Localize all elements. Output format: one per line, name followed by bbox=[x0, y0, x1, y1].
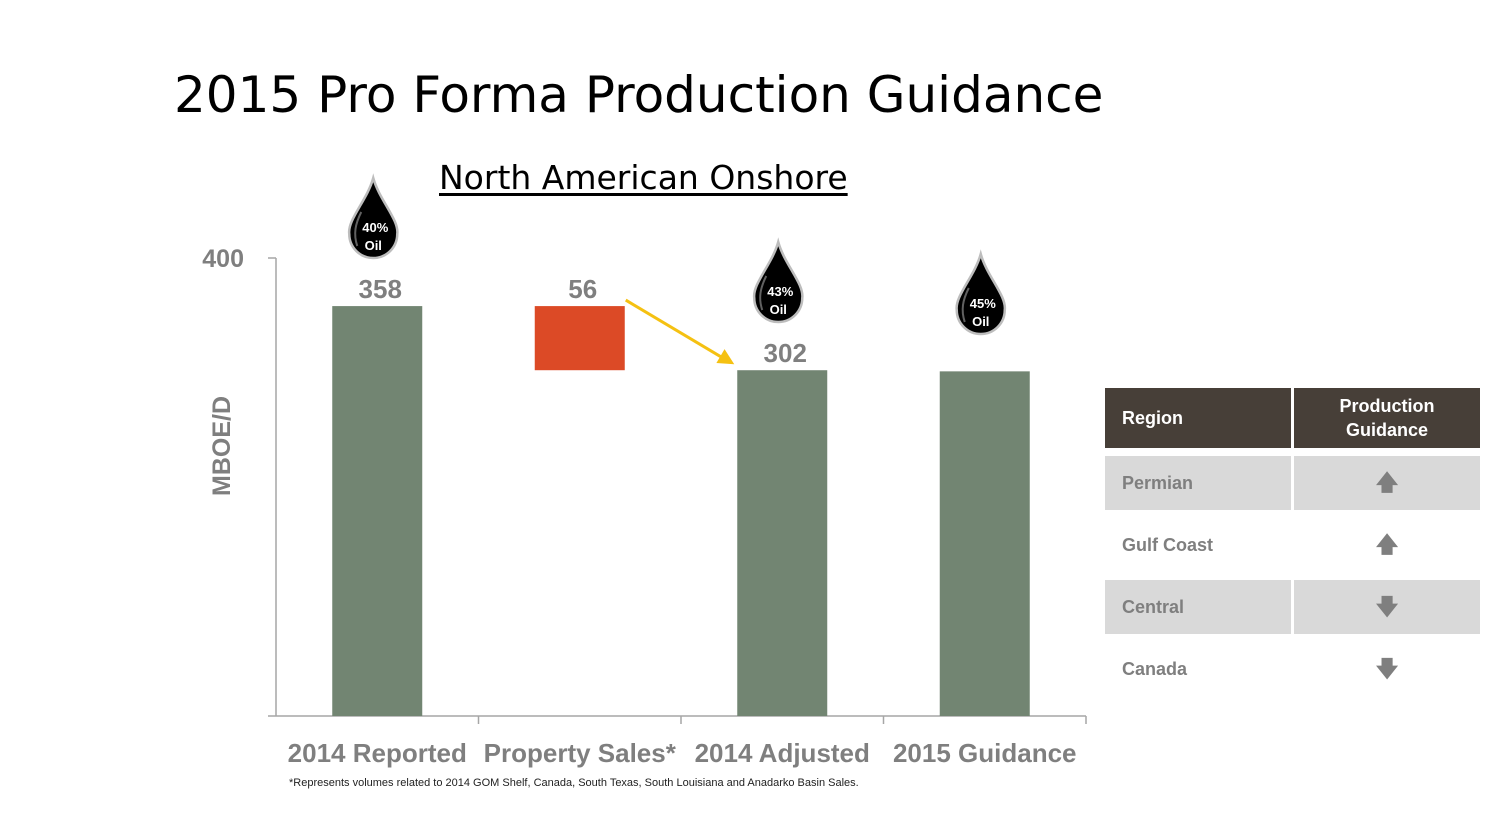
y-tick-label: 400 bbox=[202, 245, 244, 273]
table-header-row: Region Production Guidance bbox=[1105, 388, 1480, 448]
x-tick-label: 2014 Reported bbox=[288, 738, 467, 768]
production-guidance-table: Region Production Guidance Permian 🡅 Gul… bbox=[1105, 388, 1480, 704]
page-title: 2015 Pro Forma Production Guidance bbox=[174, 66, 1104, 124]
down-arrow-icon: 🡇 bbox=[1375, 656, 1399, 681]
oil-drop-icon bbox=[955, 249, 1007, 336]
table-row: Canada 🡇 bbox=[1105, 642, 1480, 696]
oil-word-label: Oil bbox=[972, 314, 989, 329]
down-arrow-icon: 🡇 bbox=[1375, 594, 1399, 619]
connector-arrow-head bbox=[716, 349, 735, 365]
region-cell: Gulf Coast bbox=[1122, 534, 1214, 555]
guidance-column-header: Production Guidance bbox=[1294, 388, 1480, 448]
x-tick-label: Property Sales* bbox=[484, 738, 677, 768]
connector-arrow-line bbox=[624, 298, 730, 363]
oil-percent-label: 45% bbox=[970, 296, 996, 311]
region-cell: Central bbox=[1105, 580, 1291, 634]
bar bbox=[534, 306, 625, 371]
footnote: *Represents volumes related to 2014 GOM … bbox=[289, 777, 859, 789]
up-arrow-icon: 🡅 bbox=[1375, 532, 1399, 557]
oil-drop-highlight bbox=[354, 211, 363, 247]
data-label: 56 bbox=[568, 274, 597, 304]
oil-word-label: Oil bbox=[365, 238, 382, 253]
y-axis-label: MBOE/D bbox=[208, 396, 236, 496]
region-column-header: Region bbox=[1105, 388, 1291, 448]
chart-subtitle: North American Onshore bbox=[439, 158, 848, 197]
data-label: 358 bbox=[359, 274, 402, 304]
oil-drop-highlight bbox=[759, 275, 768, 311]
oil-percent-label: 43% bbox=[767, 284, 793, 299]
oil-percent-label: 40% bbox=[362, 220, 388, 235]
guidance-cell: 🡇 bbox=[1294, 580, 1480, 634]
oil-drop-icon bbox=[347, 173, 399, 260]
oil-drop-icon bbox=[752, 237, 804, 324]
data-label: 302 bbox=[764, 338, 807, 368]
bar bbox=[939, 371, 1030, 716]
guidance-cell: 🡅 bbox=[1294, 456, 1480, 510]
x-tick-label: 2014 Adjusted bbox=[695, 738, 870, 768]
region-cell: Permian bbox=[1105, 456, 1291, 510]
x-tick-label: 2015 Guidance bbox=[893, 738, 1077, 768]
guidance-cell: 🡅 bbox=[1294, 518, 1480, 572]
up-arrow-icon: 🡅 bbox=[1375, 470, 1399, 495]
region-cell: Canada bbox=[1122, 658, 1188, 679]
oil-drop-highlight bbox=[961, 287, 970, 323]
bar bbox=[332, 306, 423, 716]
production-chart: 400 MBOE/D 2014 Reported Property Sales* 201… bbox=[202, 173, 1087, 768]
table-row: Permian 🡅 bbox=[1105, 456, 1480, 510]
guidance-cell: 🡇 bbox=[1294, 642, 1480, 696]
bar bbox=[737, 370, 828, 716]
oil-word-label: Oil bbox=[770, 302, 787, 317]
table-row: Gulf Coast 🡅 bbox=[1105, 518, 1480, 572]
table-row: Central 🡇 bbox=[1105, 580, 1480, 634]
